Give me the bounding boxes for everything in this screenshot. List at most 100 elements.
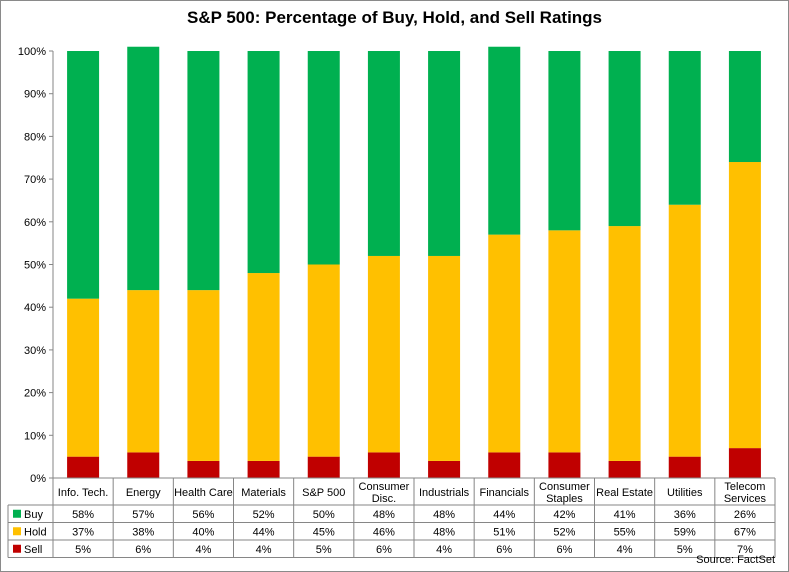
- y-tick-label: 100%: [18, 46, 46, 58]
- legend-label: Sell: [24, 544, 42, 556]
- legend-key-sell: [13, 544, 21, 553]
- bar-buy: [728, 51, 761, 163]
- bar-sell: [307, 456, 340, 478]
- data-label-buy: 50%: [313, 509, 335, 521]
- bar-sell: [488, 452, 521, 478]
- bar-sell: [668, 456, 701, 478]
- bar-hold: [608, 226, 641, 461]
- source-note: Source: FactSet: [696, 554, 775, 566]
- bar-hold: [127, 290, 160, 453]
- bar-sell: [608, 460, 641, 478]
- data-label-buy: 26%: [734, 509, 756, 521]
- legend-key-hold: [13, 527, 21, 536]
- bar-hold: [548, 230, 581, 453]
- category-label: Energy: [126, 487, 161, 499]
- category-label: Industrials: [419, 487, 470, 499]
- bar-hold: [187, 290, 220, 461]
- data-label-sell: 4%: [195, 544, 211, 556]
- y-tick-label: 80%: [24, 131, 46, 143]
- bar-buy: [367, 51, 400, 256]
- category-label: Info. Tech.: [58, 487, 109, 499]
- y-tick-label: 0%: [30, 473, 46, 485]
- bar-sell: [247, 460, 280, 478]
- data-label-sell: 4%: [617, 544, 633, 556]
- data-label-hold: 67%: [734, 526, 756, 538]
- y-tick-label: 90%: [24, 89, 46, 101]
- legend-label: Hold: [24, 526, 47, 538]
- category-label: Services: [724, 493, 767, 505]
- data-label-sell: 7%: [737, 544, 753, 556]
- data-label-buy: 52%: [253, 509, 275, 521]
- data-label-hold: 45%: [313, 526, 335, 538]
- data-label-hold: 48%: [433, 526, 455, 538]
- bar-buy: [67, 51, 100, 299]
- bar-hold: [367, 255, 400, 453]
- category-label: Health Care: [174, 487, 233, 499]
- data-label-hold: 55%: [614, 526, 636, 538]
- y-tick-label: 20%: [24, 388, 46, 400]
- data-label-buy: 48%: [373, 509, 395, 521]
- category-label: S&P 500: [302, 487, 345, 499]
- data-label-hold: 40%: [192, 526, 214, 538]
- data-label-buy: 36%: [674, 509, 696, 521]
- data-label-hold: 46%: [373, 526, 395, 538]
- bar-buy: [428, 51, 461, 256]
- data-label-sell: 5%: [75, 544, 91, 556]
- data-label-hold: 44%: [253, 526, 275, 538]
- data-label-sell: 6%: [135, 544, 151, 556]
- data-label-hold: 52%: [553, 526, 575, 538]
- data-label-hold: 59%: [674, 526, 696, 538]
- bar-sell: [728, 448, 761, 478]
- y-tick-label: 50%: [24, 260, 46, 272]
- data-label-buy: 41%: [614, 509, 636, 521]
- y-tick-label: 10%: [24, 430, 46, 442]
- category-label: Disc.: [372, 493, 396, 505]
- bar-buy: [488, 46, 521, 235]
- bar-buy: [548, 51, 581, 231]
- legend-label: Buy: [24, 509, 43, 521]
- bar-buy: [608, 51, 641, 227]
- category-label: Consumer: [539, 481, 590, 493]
- category-label: Financials: [479, 487, 529, 499]
- bar-sell: [187, 460, 220, 478]
- category-label: Staples: [546, 493, 583, 505]
- bar-buy: [668, 51, 701, 205]
- bar-sell: [428, 460, 461, 478]
- data-label-sell: 6%: [496, 544, 512, 556]
- data-label-buy: 42%: [553, 509, 575, 521]
- bar-hold: [67, 298, 100, 457]
- y-tick-label: 70%: [24, 174, 46, 186]
- bar-buy: [247, 51, 280, 274]
- data-label-buy: 44%: [493, 509, 515, 521]
- data-label-sell: 4%: [256, 544, 272, 556]
- category-label: Utilities: [667, 487, 703, 499]
- data-label-sell: 6%: [556, 544, 572, 556]
- data-label-buy: 56%: [192, 509, 214, 521]
- data-label-sell: 4%: [436, 544, 452, 556]
- bar-buy: [187, 51, 220, 291]
- data-label-buy: 58%: [72, 509, 94, 521]
- bar-sell: [367, 452, 400, 478]
- data-label-sell: 6%: [376, 544, 392, 556]
- data-label-hold: 51%: [493, 526, 515, 538]
- data-label-hold: 38%: [132, 526, 154, 538]
- bar-buy: [307, 51, 340, 265]
- category-label: Telecom: [724, 481, 765, 493]
- data-label-sell: 5%: [677, 544, 693, 556]
- bar-sell: [67, 456, 100, 478]
- bar-sell: [548, 452, 581, 478]
- bar-hold: [247, 273, 280, 461]
- bar-hold: [668, 204, 701, 457]
- bar-hold: [488, 234, 521, 453]
- y-tick-label: 60%: [24, 217, 46, 229]
- bar-hold: [728, 162, 761, 449]
- data-label-hold: 37%: [72, 526, 94, 538]
- bar-buy: [127, 46, 160, 291]
- category-label: Real Estate: [596, 487, 653, 499]
- data-label-sell: 5%: [316, 544, 332, 556]
- data-label-buy: 57%: [132, 509, 154, 521]
- bar-hold: [428, 255, 461, 461]
- y-tick-label: 40%: [24, 302, 46, 314]
- legend-key-buy: [13, 509, 21, 518]
